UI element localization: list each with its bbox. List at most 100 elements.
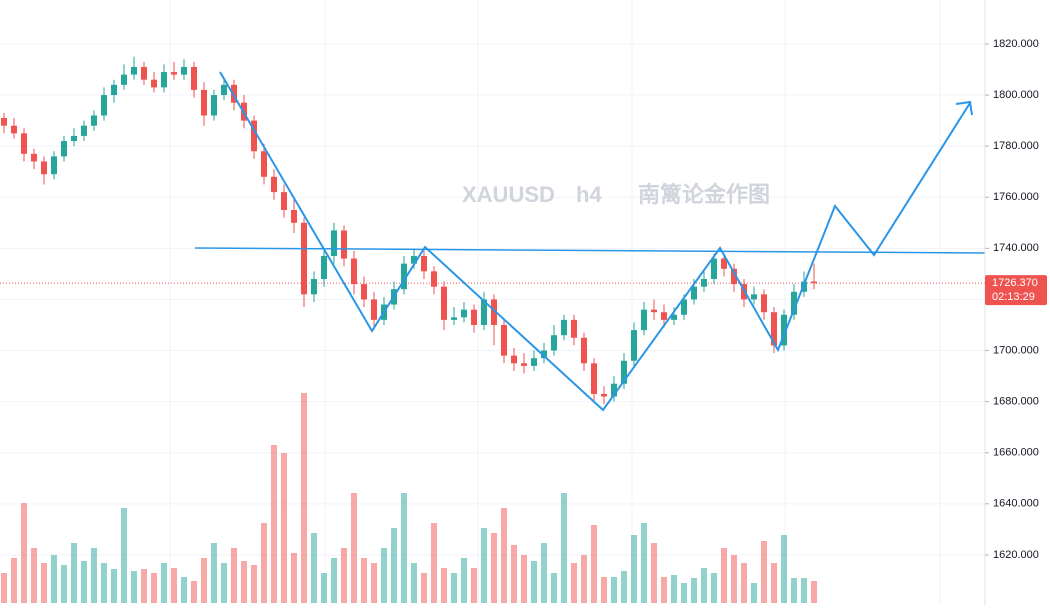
- candle-body: [491, 299, 497, 325]
- candle-body: [551, 335, 557, 351]
- candle-body: [121, 74, 127, 85]
- volume-bar: [61, 565, 67, 603]
- last-price-label: 1726.370: [992, 277, 1038, 289]
- volume-bar: [261, 523, 267, 603]
- watermark-author: 南篱论金作图: [638, 182, 770, 207]
- candle-body: [601, 393, 607, 397]
- candle-body: [521, 363, 527, 366]
- y-tick-label: 1820.000: [993, 38, 1039, 50]
- volume-bar: [611, 577, 617, 603]
- candle-body: [681, 299, 687, 315]
- volume-bar: [171, 568, 177, 603]
- candle-body: [701, 278, 707, 287]
- candle-body: [111, 84, 117, 96]
- grid: [0, 43, 985, 556]
- candle-body: [191, 66, 197, 90]
- candle-body: [371, 299, 377, 320]
- candle-body: [131, 66, 137, 75]
- y-tick-label: 1760.000: [993, 191, 1039, 203]
- volume-bar: [561, 493, 567, 603]
- y-tick-label: 1700.000: [993, 344, 1039, 356]
- candle-body: [651, 309, 657, 313]
- y-tick-label: 1780.000: [993, 140, 1039, 152]
- candle-body: [671, 314, 677, 320]
- candle-body: [441, 286, 447, 320]
- candle-body: [171, 72, 177, 75]
- candle-body: [31, 153, 37, 162]
- volume-bar: [401, 493, 407, 603]
- volume-bar: [271, 445, 277, 603]
- volume-bar: [181, 577, 187, 603]
- candle-body: [751, 294, 757, 300]
- volume-bar: [361, 558, 367, 603]
- volume-bar: [161, 563, 167, 603]
- y-tick-label: 1620.000: [993, 549, 1039, 561]
- drawings: [194, 71, 986, 412]
- candle-body: [91, 115, 97, 126]
- candle-body: [421, 256, 427, 272]
- candle-body: [661, 312, 667, 320]
- y-tick-label: 1800.000: [993, 89, 1039, 101]
- countdown: 02:13:29: [992, 291, 1035, 303]
- volume-bar: [471, 568, 477, 603]
- neckline: [194, 247, 986, 254]
- volume-bar: [131, 571, 137, 603]
- volume-bar: [631, 535, 637, 603]
- candle-body: [641, 309, 647, 331]
- volume-bar: [81, 561, 87, 603]
- volume-bar: [11, 558, 17, 603]
- volume-bar: [541, 543, 547, 603]
- volume-bar: [531, 561, 537, 603]
- candle-body: [411, 256, 417, 264]
- volume-bar: [41, 563, 47, 603]
- volume-bar: [411, 563, 417, 603]
- volume-bar: [511, 545, 517, 603]
- volume-bar: [141, 569, 147, 603]
- volume-bar: [421, 573, 427, 603]
- y-tick-label: 1740.000: [993, 242, 1039, 254]
- arrow-head: [955, 100, 973, 116]
- candle-body: [1, 118, 7, 126]
- candle-body: [511, 355, 517, 364]
- volume-bar: [121, 508, 127, 603]
- volume-bar: [311, 533, 317, 603]
- volume-bar: [701, 568, 707, 603]
- candle-body: [341, 230, 347, 259]
- candle-body: [351, 258, 357, 285]
- volume-bar: [751, 583, 757, 603]
- candle-body: [151, 79, 157, 88]
- candle-body: [731, 268, 737, 285]
- candle-body: [81, 125, 87, 136]
- candle-body: [621, 360, 627, 384]
- y-tick-label: 1660.000: [993, 447, 1039, 459]
- volume-bar: [551, 573, 557, 603]
- volume-bar: [431, 523, 437, 603]
- candle-body: [481, 299, 487, 325]
- watermark-symbol: XAUUSD: [462, 182, 555, 207]
- candle-body: [531, 358, 537, 366]
- candle-body: [71, 135, 77, 142]
- volume-bar: [221, 563, 227, 603]
- candle-body: [201, 89, 207, 116]
- candle-body: [291, 210, 297, 223]
- volume-bar: [301, 393, 307, 603]
- price-axis: 1620.000 1640.000 1660.000 1680.000 1700.000…: [984, 0, 1047, 605]
- volume-bar: [191, 581, 197, 603]
- volume-bar: [601, 577, 607, 603]
- volume-bar: [231, 548, 237, 603]
- candle-body: [361, 284, 367, 300]
- candle-body: [261, 151, 267, 177]
- candle-body: [311, 278, 317, 295]
- candle-body: [631, 330, 637, 361]
- volume-bar: [281, 453, 287, 603]
- candle-body: [21, 133, 27, 154]
- volume-bar: [251, 565, 257, 603]
- volume-bar: [461, 558, 467, 603]
- volume-bar: [521, 555, 527, 603]
- candle-body: [231, 84, 237, 103]
- candle-body: [771, 312, 777, 346]
- candle-body: [401, 263, 407, 290]
- volume-bar: [371, 563, 377, 603]
- candle-body: [141, 66, 147, 80]
